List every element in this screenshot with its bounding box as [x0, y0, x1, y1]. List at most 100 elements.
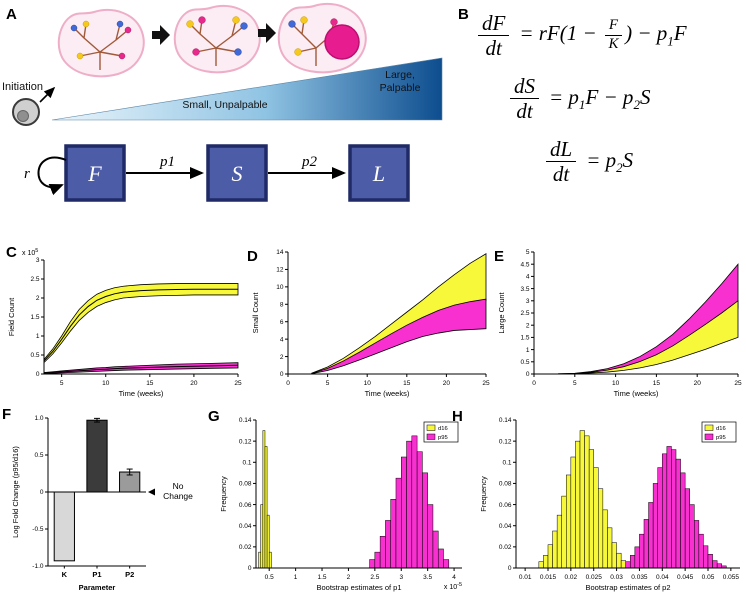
svg-text:0: 0	[248, 565, 252, 572]
svg-text:15: 15	[146, 380, 154, 387]
panel-label-a: A	[6, 6, 17, 23]
compartment-f-label: F	[87, 161, 102, 186]
svg-text:d16: d16	[716, 426, 726, 432]
svg-text:3: 3	[36, 257, 40, 264]
duct-cell-stage1	[57, 9, 145, 78]
compartment-s-label: S	[232, 161, 243, 186]
cell-dot-icon	[198, 16, 206, 24]
svg-text:Change: Change	[163, 491, 193, 501]
svg-text:6: 6	[280, 319, 284, 326]
svg-text:Bootstrap estimates of p2: Bootstrap estimates of p2	[585, 583, 670, 592]
svg-text:0.05: 0.05	[702, 574, 715, 581]
svg-text:2: 2	[36, 295, 40, 302]
svg-text:10: 10	[364, 380, 372, 387]
svg-text:2.5: 2.5	[520, 310, 529, 317]
svg-text:0.02: 0.02	[499, 544, 512, 551]
svg-text:12: 12	[276, 267, 284, 274]
chart-field-count: 5 10 15 20 25 0 0.5 1 1.5 2 2.5 3 Time (weeks) Field …	[0, 240, 248, 408]
svg-text:0.08: 0.08	[499, 481, 512, 488]
eq1-rhs-a: = rF(1 −	[519, 21, 602, 46]
svg-text:0.12: 0.12	[499, 438, 512, 445]
panel-label-g: G	[208, 408, 220, 425]
chart-large-count: 0 5 10 15 20 25 0 0.5 1 1.5 2 2.5 3 3.5 4 4.5 5 Time (wee…	[496, 240, 746, 408]
cell-dot-icon	[300, 16, 308, 24]
svg-text:0: 0	[280, 371, 284, 378]
svg-text:5: 5	[573, 380, 577, 387]
eq1-numerator: dF	[478, 12, 510, 37]
svg-text:2: 2	[347, 574, 351, 581]
cell-dot-icon	[234, 48, 242, 56]
cell-dot-icon	[240, 22, 248, 30]
svg-text:0.14: 0.14	[239, 417, 252, 424]
svg-text:4: 4	[452, 574, 456, 581]
initiation-cell-nucleus	[17, 110, 29, 122]
svg-text:1: 1	[294, 574, 298, 581]
svg-text:0.04: 0.04	[656, 574, 669, 581]
bootstrap-p1-plot: 0.5 1 1.5 2 2.5 3 3.5 4 0 0.02 0.04 0.06 0.08 0.1 0.12…	[219, 417, 462, 592]
svg-text:0.03: 0.03	[610, 574, 623, 581]
svg-text:Time (weeks): Time (weeks)	[614, 389, 659, 398]
svg-text:0.5: 0.5	[30, 352, 39, 359]
svg-text:0: 0	[286, 380, 290, 387]
eq3-lhs-fraction: dL dt	[546, 138, 577, 185]
svg-text:0.025: 0.025	[586, 574, 603, 581]
svg-text:20: 20	[443, 380, 451, 387]
gradient-large-label-line1: Large,	[385, 69, 415, 81]
eq1-rhs-b: ) − p	[625, 21, 668, 46]
compartment-box-s	[206, 144, 268, 202]
cell-dot-icon	[82, 20, 90, 28]
svg-text:25: 25	[482, 380, 490, 387]
progression-gradient-triangle	[51, 57, 443, 121]
field-count-plot: 5 10 15 20 25 0 0.5 1 1.5 2 2.5 3 Time (weeks) Field …	[7, 248, 242, 398]
svg-text:p95: p95	[716, 435, 726, 441]
eq2-rhs: = p1F − p2S	[549, 85, 650, 113]
svg-text:1.5: 1.5	[30, 314, 39, 321]
svg-text:d16: d16	[438, 426, 448, 432]
svg-text:3.5: 3.5	[423, 574, 432, 581]
svg-text:14: 14	[276, 249, 284, 256]
svg-text:K: K	[62, 570, 68, 579]
initiation-arrow	[39, 86, 56, 103]
eq2-numerator: dS	[510, 75, 539, 100]
svg-text:15: 15	[653, 380, 661, 387]
chart-fold-change: K P1 P2 No Change -1.0 -0.5 0 0.5 1.0 Parameter Log…	[0, 408, 212, 610]
svg-text:2.5: 2.5	[30, 276, 39, 283]
eq3-rhs-b: S	[622, 147, 634, 172]
svg-text:Frequency: Frequency	[219, 476, 228, 512]
panel-label-b: B	[458, 6, 469, 23]
svg-text:Large Count: Large Count	[497, 291, 506, 333]
svg-text:1: 1	[36, 333, 40, 340]
panel-a-illustration: Small, Unpalpable Large, Palpable	[2, 3, 443, 202]
svg-text:0.02: 0.02	[239, 544, 252, 551]
svg-text:1: 1	[526, 347, 530, 354]
eq2-rhs-c: S	[639, 84, 651, 109]
svg-text:1.5: 1.5	[318, 574, 327, 581]
duct-cell-stage3	[277, 3, 367, 74]
panel-label-h: H	[452, 408, 463, 425]
svg-text:20: 20	[190, 380, 198, 387]
panel-label-e: E	[494, 248, 505, 265]
svg-text:1.5: 1.5	[520, 335, 529, 342]
svg-text:0.06: 0.06	[499, 502, 512, 509]
svg-text:x 10-5: x 10-5	[444, 582, 462, 591]
eq2-sub2: 2	[633, 96, 640, 112]
svg-text:0.035: 0.035	[631, 574, 648, 581]
initiation-label: Initiation	[2, 81, 43, 93]
cell-dot-icon	[116, 20, 124, 28]
svg-text:Bootstrap estimates of p1: Bootstrap estimates of p1	[316, 583, 401, 592]
svg-text:0: 0	[526, 371, 530, 378]
eq2-rhs-a: = p	[549, 84, 579, 109]
eq1-rhs: = rF(1 − F K) − p1F	[519, 18, 686, 53]
cell-membrane	[57, 9, 145, 78]
cell-dot-icon	[294, 48, 302, 56]
equation-dS-dt: dS dt = p1F − p2S	[510, 75, 746, 122]
svg-text:-1.0: -1.0	[32, 563, 44, 570]
svg-text:4: 4	[526, 274, 530, 281]
svg-text:Time (weeks): Time (weeks)	[365, 389, 410, 398]
svg-text:Frequency: Frequency	[479, 476, 488, 512]
svg-text:0: 0	[40, 489, 44, 496]
svg-text:10: 10	[102, 380, 110, 387]
